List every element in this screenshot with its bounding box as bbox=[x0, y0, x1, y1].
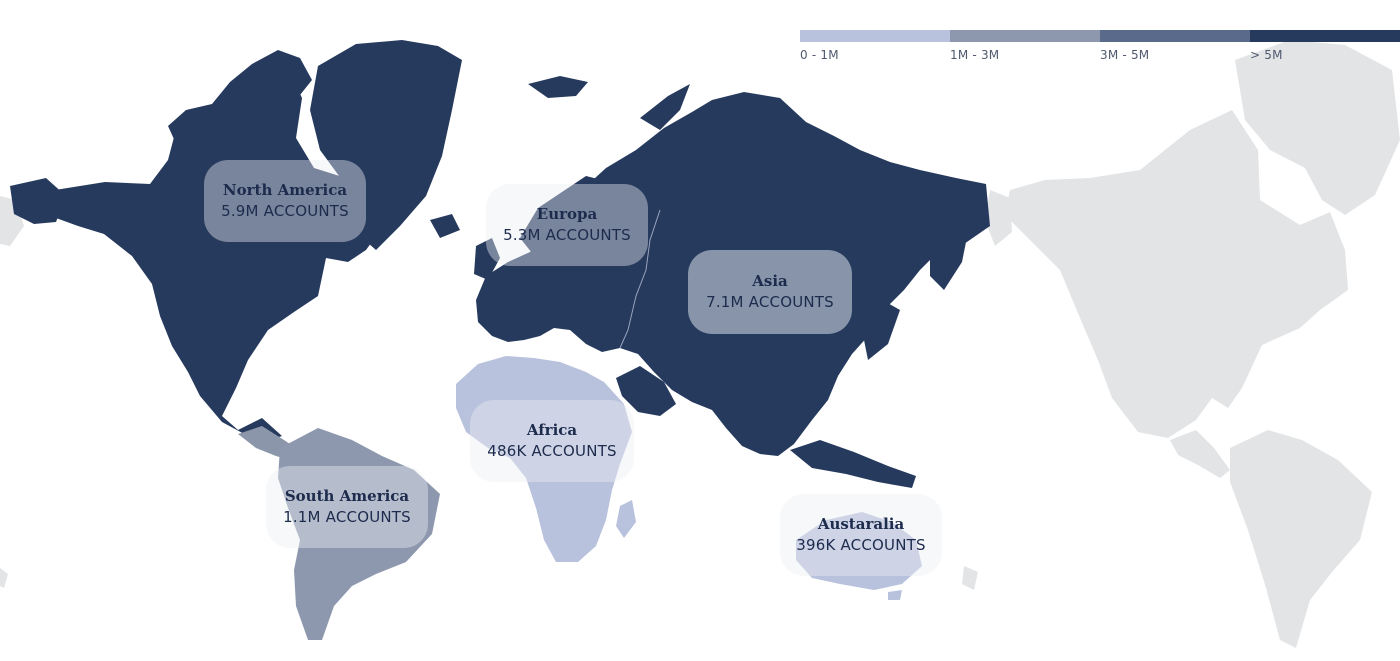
ghost-central-america bbox=[1170, 430, 1230, 478]
map-legend: 0 - 1M 1M - 3M 3M - 5M > 5M bbox=[800, 30, 1400, 70]
north-america-shape[interactable] bbox=[55, 72, 382, 440]
region-label-australia[interactable]: Austaralia 396K ACCOUNTS bbox=[780, 494, 942, 576]
legend-label: 0 - 1M bbox=[800, 48, 839, 62]
region-label-europa[interactable]: Europa 5.3M ACCOUNTS bbox=[486, 184, 648, 266]
region-accounts: 1.1M ACCOUNTS bbox=[283, 508, 411, 526]
ghost-greenland bbox=[1235, 40, 1400, 215]
region-name: Asia bbox=[752, 272, 788, 290]
ghost-north-america bbox=[1005, 110, 1348, 438]
ghost-south-america bbox=[1230, 430, 1372, 648]
ghost-asia-fragment bbox=[985, 190, 1012, 246]
alaska-west[interactable] bbox=[10, 178, 66, 224]
legend-item-over-5m: > 5M bbox=[1250, 30, 1400, 66]
legend-item-0-1m: 0 - 1M bbox=[800, 30, 950, 66]
region-australia[interactable] bbox=[796, 512, 922, 600]
madagascar[interactable] bbox=[616, 500, 636, 538]
border-lines bbox=[619, 209, 661, 349]
ghost-world bbox=[962, 40, 1400, 648]
region-accounts: 396K ACCOUNTS bbox=[796, 536, 926, 554]
kamchatka[interactable] bbox=[930, 226, 968, 290]
scandinavia[interactable] bbox=[520, 176, 620, 258]
legend-swatch bbox=[950, 30, 1100, 42]
legend-label: > 5M bbox=[1250, 48, 1283, 62]
legend-item-1m-3m: 1M - 3M bbox=[950, 30, 1100, 66]
australia-shape[interactable] bbox=[796, 512, 922, 590]
region-accounts: 5.3M ACCOUNTS bbox=[503, 226, 631, 244]
region-label-africa[interactable]: Africa 486K ACCOUNTS bbox=[470, 400, 634, 482]
legend-swatch bbox=[800, 30, 950, 42]
region-name: Africa bbox=[526, 421, 578, 439]
legend-label: 1M - 3M bbox=[950, 48, 1000, 62]
region-label-asia[interactable]: Asia 7.1M ACCOUNTS bbox=[688, 250, 852, 334]
southeast-asia-islands[interactable] bbox=[790, 440, 916, 488]
british-isles[interactable] bbox=[474, 238, 500, 280]
region-label-south-america[interactable]: South America 1.1M ACCOUNTS bbox=[266, 466, 428, 548]
novaya-zemlya[interactable] bbox=[640, 84, 690, 130]
japan[interactable] bbox=[862, 302, 900, 360]
region-accounts: 5.9M ACCOUNTS bbox=[221, 202, 349, 220]
region-north-america[interactable] bbox=[10, 40, 462, 440]
region-name: Austaralia bbox=[817, 515, 905, 533]
arabian-peninsula[interactable] bbox=[616, 366, 676, 416]
ghost-pacific-island bbox=[962, 566, 978, 590]
ghost-left-small bbox=[0, 568, 8, 588]
africa-shape[interactable] bbox=[456, 356, 632, 562]
ghost-left-edge bbox=[0, 196, 24, 588]
region-name: North America bbox=[222, 181, 348, 199]
legend-swatch bbox=[1250, 30, 1400, 42]
region-accounts: 7.1M ACCOUNTS bbox=[706, 293, 834, 311]
canadian-arctic-islands[interactable] bbox=[168, 50, 312, 150]
region-accounts: 486K ACCOUNTS bbox=[487, 442, 617, 460]
region-south-america[interactable] bbox=[278, 428, 440, 640]
arctic-islands[interactable] bbox=[528, 76, 588, 98]
iceland[interactable] bbox=[430, 214, 460, 238]
region-name: Europa bbox=[536, 205, 598, 223]
tasmania[interactable] bbox=[888, 590, 902, 600]
europe-asia-border bbox=[619, 209, 661, 349]
legend-item-3m-5m: 3M - 5M bbox=[1100, 30, 1250, 66]
region-label-north-america[interactable]: North America 5.9M ACCOUNTS bbox=[204, 160, 366, 242]
region-africa[interactable] bbox=[456, 356, 636, 562]
legend-swatch bbox=[1100, 30, 1250, 42]
legend-label: 3M - 5M bbox=[1100, 48, 1150, 62]
region-name: South America bbox=[284, 487, 410, 505]
south-america-shape[interactable] bbox=[278, 428, 440, 640]
greenland[interactable] bbox=[310, 40, 462, 250]
